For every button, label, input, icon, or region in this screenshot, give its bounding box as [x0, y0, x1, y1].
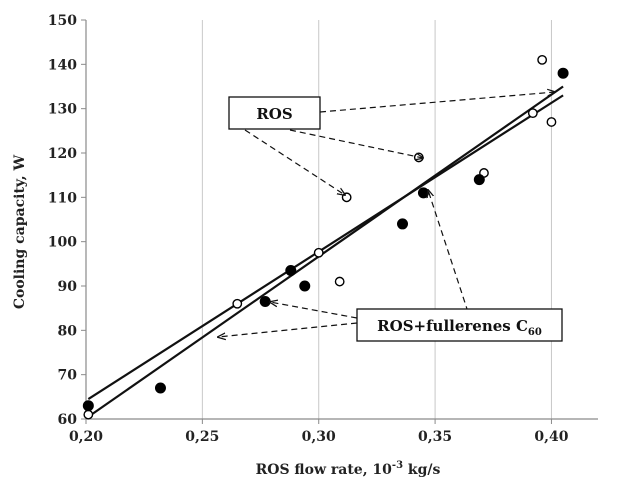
tick-labels: 60 70 80 90 100 110 120 130 140 150 0,20 0,25 0,30 0,… — [48, 13, 569, 445]
x-tick-label: 0,25 — [185, 429, 219, 445]
y-tick-label: 100 — [48, 235, 77, 251]
y-tick-label: 60 — [58, 412, 78, 428]
ros-callout: ROS — [228, 96, 321, 130]
y-tick-label: 90 — [58, 279, 78, 295]
data-points — [82, 55, 569, 420]
x-tick-label: 0,20 — [69, 429, 103, 445]
y-tick-label: 130 — [48, 102, 77, 118]
x-axis-title-exponent: -3 — [392, 460, 403, 471]
axes — [81, 19, 598, 424]
y-tick-label: 70 — [58, 368, 78, 384]
open-circle-point — [546, 117, 557, 127]
x-axis-title: ROS flow rate, 10-3 kg/s — [256, 460, 441, 478]
filled-circle-point — [285, 264, 297, 276]
ros-callout-box — [228, 96, 321, 130]
filled-circle-point — [154, 382, 166, 394]
ros-callout-label: ROS — [256, 105, 292, 123]
grid — [201, 20, 552, 419]
y-tick-label: 120 — [48, 146, 77, 162]
fit-lines — [87, 85, 564, 418]
fit-line-series-2 — [87, 94, 564, 400]
fullerene-callout-label: ROS+fullerenes C60 — [377, 317, 542, 338]
fullerene-callout-box — [356, 308, 563, 342]
y-tick-label: 80 — [58, 323, 78, 339]
open-circle-point — [537, 55, 548, 65]
filled-circle-point — [473, 174, 485, 186]
y-tick-label: 140 — [48, 57, 77, 73]
filled-circle-point — [397, 218, 409, 230]
y-axis-title: Cooling capacity, W — [12, 155, 28, 310]
arrow-ros-to-point-2 — [244, 129, 345, 195]
filled-circle-point — [299, 280, 311, 292]
fit-line-series-1 — [87, 85, 564, 418]
x-tick-label: 0,30 — [302, 429, 336, 445]
arrow-ros-to-point-1 — [289, 129, 423, 158]
x-tick-label: 0,40 — [534, 429, 568, 445]
filled-circle-point — [417, 187, 429, 199]
fullerene-callout-subscript: 60 — [528, 327, 542, 338]
filled-circle-point — [259, 296, 271, 308]
arrow-fullerene-to-fit — [218, 322, 358, 337]
arrow-fullerene-to-point — [270, 302, 358, 319]
arrow-ros-to-fit — [319, 92, 555, 113]
open-circle-point — [83, 409, 94, 420]
x-tick-label: 0,35 — [418, 429, 452, 445]
y-tick-label: 110 — [48, 190, 77, 206]
fullerene-callout: ROS+fullerenes C60 — [356, 308, 563, 342]
arrow-fullerene-to-line — [428, 190, 469, 313]
y-tick-label: 150 — [48, 13, 77, 29]
filled-circle-point — [82, 400, 94, 412]
fullerene-callout-main: ROS+fullerenes C — [377, 317, 528, 335]
open-circle-point — [334, 276, 345, 287]
open-circle-point — [527, 108, 538, 119]
open-circle-point — [313, 247, 324, 258]
x-axis-title-unit: kg/s — [403, 462, 440, 478]
open-circle-point — [341, 192, 352, 203]
filled-circle-point — [557, 67, 569, 79]
annotation-arrows — [218, 92, 555, 337]
x-axis-title-main: ROS flow rate, 10 — [256, 462, 393, 478]
open-circle-point — [232, 298, 243, 309]
